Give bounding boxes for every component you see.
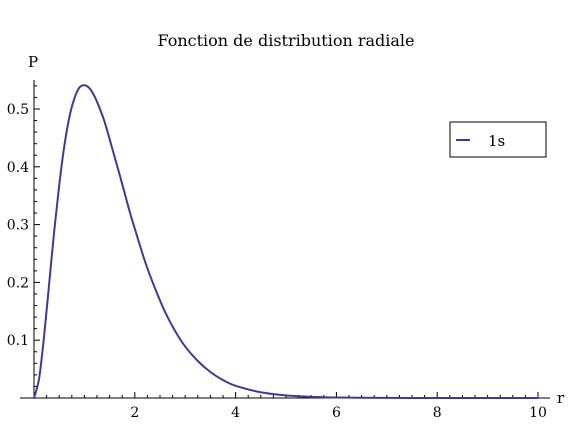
y-tick-labels: 0.1 0.2 0.3 0.4 0.5 <box>7 102 29 349</box>
y-tick-label: 0.4 <box>7 160 29 176</box>
y-major-ticks <box>34 108 40 341</box>
series-1s-line <box>33 84 539 399</box>
x-tick-label: 4 <box>231 405 240 421</box>
legend-label-1s: 1s <box>488 132 505 150</box>
x-tick-label: 2 <box>130 405 139 421</box>
chart-title: Fonction de distribution radiale <box>157 31 414 50</box>
y-axis-label: P <box>28 53 38 71</box>
x-tick-labels: 2 4 6 8 10 <box>130 405 547 421</box>
y-tick-label: 0.2 <box>7 275 29 291</box>
y-tick-label: 0.5 <box>7 102 29 118</box>
x-axis-label: r <box>557 389 565 407</box>
legend: 1s <box>449 121 547 158</box>
x-tick-label: 8 <box>433 405 442 421</box>
y-tick-label: 0.3 <box>7 218 29 234</box>
y-tick-label: 0.1 <box>7 333 29 349</box>
x-minor-ticks <box>46 395 526 398</box>
x-tick-label: 10 <box>529 405 547 421</box>
x-tick-label: 6 <box>332 405 341 421</box>
